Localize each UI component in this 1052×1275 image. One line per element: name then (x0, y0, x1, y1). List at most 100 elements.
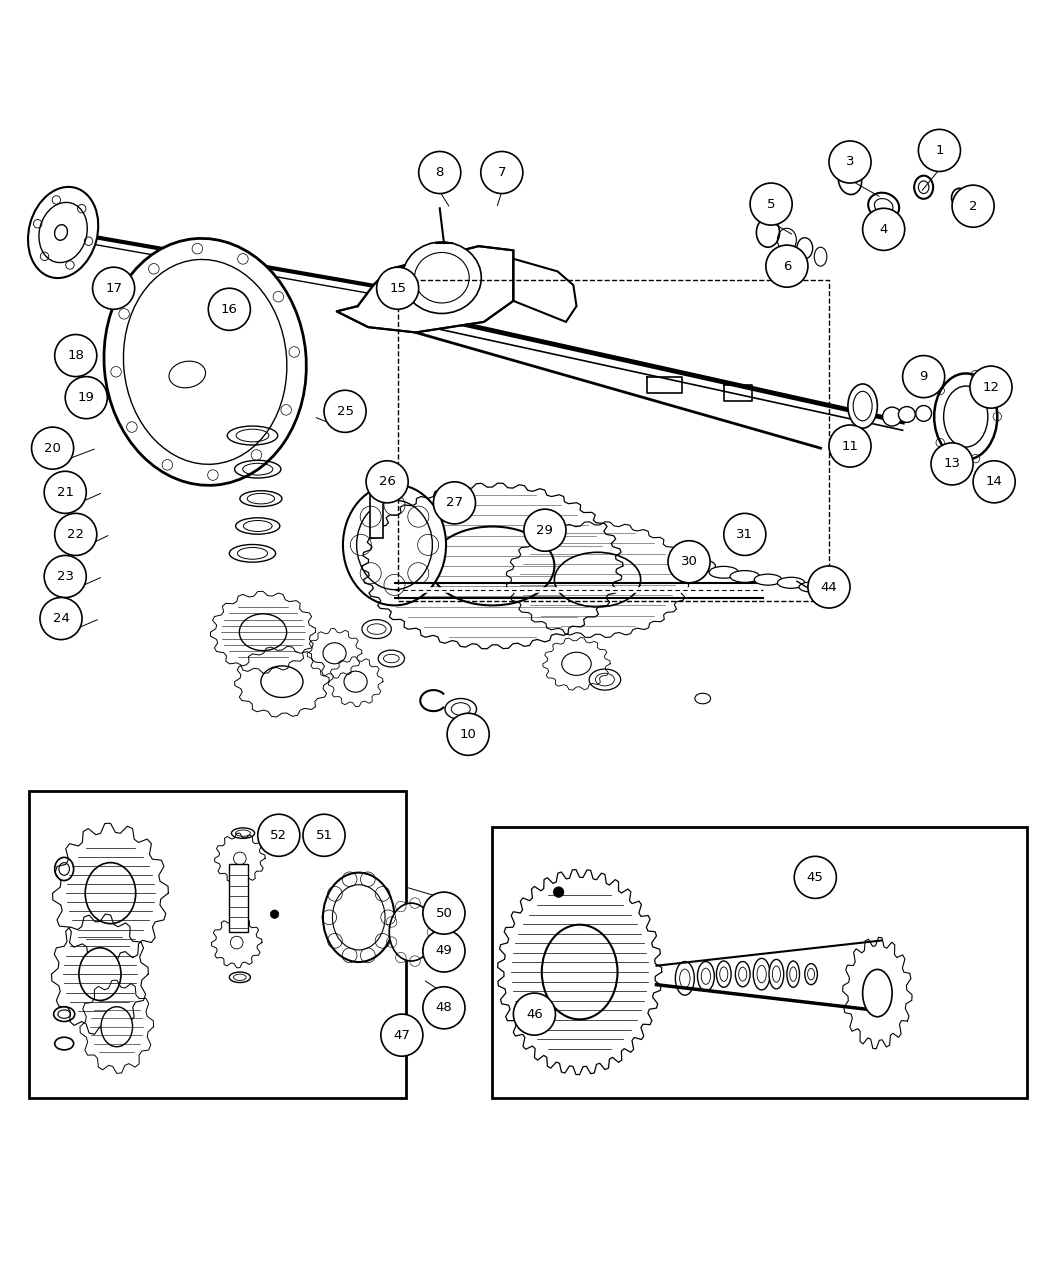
Circle shape (970, 366, 1012, 408)
Text: 10: 10 (460, 728, 477, 741)
Circle shape (766, 245, 808, 287)
Circle shape (423, 929, 465, 972)
Text: 17: 17 (105, 282, 122, 295)
Circle shape (724, 514, 766, 556)
Text: 23: 23 (57, 570, 74, 583)
Ellipse shape (389, 903, 433, 961)
Ellipse shape (542, 924, 618, 1020)
Circle shape (513, 993, 555, 1035)
Ellipse shape (883, 407, 902, 426)
Circle shape (44, 556, 86, 598)
Circle shape (829, 425, 871, 467)
Circle shape (55, 514, 97, 556)
Text: 46: 46 (526, 1007, 543, 1020)
Text: 22: 22 (67, 528, 84, 541)
Text: 3: 3 (846, 156, 854, 168)
Circle shape (377, 268, 419, 310)
Text: 9: 9 (919, 370, 928, 382)
Text: 19: 19 (78, 391, 95, 404)
Text: 29: 29 (537, 524, 553, 537)
Text: 12: 12 (983, 381, 999, 394)
Ellipse shape (838, 166, 862, 195)
Circle shape (931, 442, 973, 484)
Ellipse shape (769, 959, 784, 989)
Circle shape (303, 815, 345, 857)
Circle shape (481, 152, 523, 194)
Circle shape (524, 509, 566, 551)
Circle shape (808, 566, 850, 608)
Ellipse shape (787, 961, 800, 987)
Text: 31: 31 (736, 528, 753, 541)
Text: 49: 49 (436, 945, 452, 958)
Ellipse shape (753, 959, 770, 989)
Ellipse shape (951, 189, 968, 208)
Text: 51: 51 (316, 829, 332, 842)
Text: 5: 5 (767, 198, 775, 210)
Ellipse shape (343, 484, 446, 606)
Circle shape (447, 713, 489, 755)
Ellipse shape (85, 863, 136, 923)
Ellipse shape (430, 527, 554, 606)
Bar (229, 863, 248, 932)
Circle shape (750, 184, 792, 226)
Ellipse shape (344, 671, 367, 692)
Text: 6: 6 (783, 260, 791, 273)
Circle shape (829, 142, 871, 184)
Ellipse shape (240, 613, 286, 650)
Circle shape (55, 334, 97, 376)
Text: 11: 11 (842, 440, 858, 453)
Circle shape (903, 356, 945, 398)
Text: 13: 13 (944, 458, 960, 470)
Text: 44: 44 (821, 580, 837, 593)
Text: 52: 52 (270, 829, 287, 842)
Circle shape (65, 376, 107, 418)
Ellipse shape (914, 176, 933, 199)
Text: 15: 15 (389, 282, 406, 295)
Ellipse shape (754, 574, 782, 585)
Ellipse shape (562, 653, 591, 676)
Circle shape (952, 185, 994, 227)
Circle shape (40, 598, 82, 640)
Ellipse shape (554, 552, 641, 607)
Text: 24: 24 (53, 612, 69, 625)
Circle shape (433, 482, 476, 524)
Circle shape (324, 390, 366, 432)
Circle shape (208, 288, 250, 330)
Text: 4: 4 (879, 223, 888, 236)
Ellipse shape (28, 187, 98, 278)
Ellipse shape (756, 218, 780, 247)
Ellipse shape (868, 193, 899, 219)
Text: 1: 1 (935, 144, 944, 157)
Circle shape (794, 857, 836, 899)
Ellipse shape (697, 961, 714, 991)
Text: 7: 7 (498, 166, 506, 178)
Circle shape (973, 460, 1015, 502)
Ellipse shape (709, 566, 739, 578)
Ellipse shape (675, 961, 694, 996)
Ellipse shape (848, 384, 877, 428)
Ellipse shape (934, 374, 997, 460)
Ellipse shape (735, 961, 750, 987)
Circle shape (553, 887, 564, 898)
Text: 2: 2 (969, 200, 977, 213)
Ellipse shape (402, 242, 481, 314)
Ellipse shape (863, 969, 892, 1016)
Text: 18: 18 (67, 349, 84, 362)
Text: 25: 25 (337, 405, 353, 418)
Ellipse shape (730, 571, 760, 583)
Text: 27: 27 (446, 496, 463, 509)
Ellipse shape (79, 947, 121, 1001)
Circle shape (258, 815, 300, 857)
Ellipse shape (800, 581, 825, 592)
Text: 16: 16 (221, 302, 238, 316)
Ellipse shape (777, 578, 805, 588)
Circle shape (423, 987, 465, 1029)
Circle shape (863, 208, 905, 250)
Circle shape (44, 472, 86, 514)
Text: 8: 8 (436, 166, 444, 178)
Circle shape (419, 152, 461, 194)
Text: 45: 45 (807, 871, 824, 884)
Ellipse shape (104, 238, 306, 486)
Polygon shape (337, 246, 513, 333)
Text: 30: 30 (681, 555, 697, 569)
